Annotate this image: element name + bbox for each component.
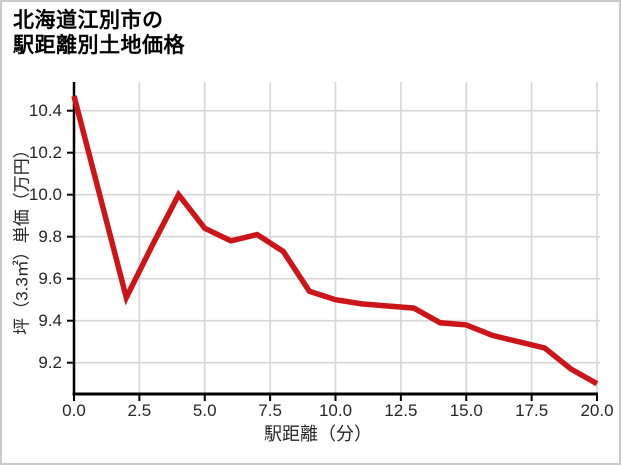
y-tick-label: 9.8 [38,226,62,246]
x-tick-label: 10.0 [318,401,353,420]
chart-title-line1: 北海道江別市の [13,9,164,32]
chart-title: 北海道江別市の 駅距離別土地価格 [13,8,185,58]
grid-lines [73,82,600,394]
y-tick-label: 9.4 [38,310,62,330]
x-tick-label: 17.5 [515,401,549,420]
y-axis-label: 坪（3.3㎡）単価（万円） [12,141,32,335]
x-axis-label: 駅距離（分） [264,424,372,444]
y-tick-label: 10.2 [28,142,62,162]
y-tick-label: 9.6 [38,268,62,288]
x-tick-label: 7.5 [258,401,282,420]
y-tick-label: 10.0 [28,184,62,204]
x-tick-label: 15.0 [449,401,483,420]
x-tick-label: 20.0 [580,401,614,420]
x-tick-label: 0.0 [62,401,86,420]
y-tick-label: 9.2 [38,352,62,372]
x-tick-label: 5.0 [192,401,217,420]
price-line-series [71,95,599,387]
x-tick-label: 12.5 [384,401,418,420]
x-tick-label: 2.5 [127,401,152,420]
y-tick-label: 10.4 [28,100,62,120]
chart-title-line2: 駅距離別土地価格 [13,34,185,57]
